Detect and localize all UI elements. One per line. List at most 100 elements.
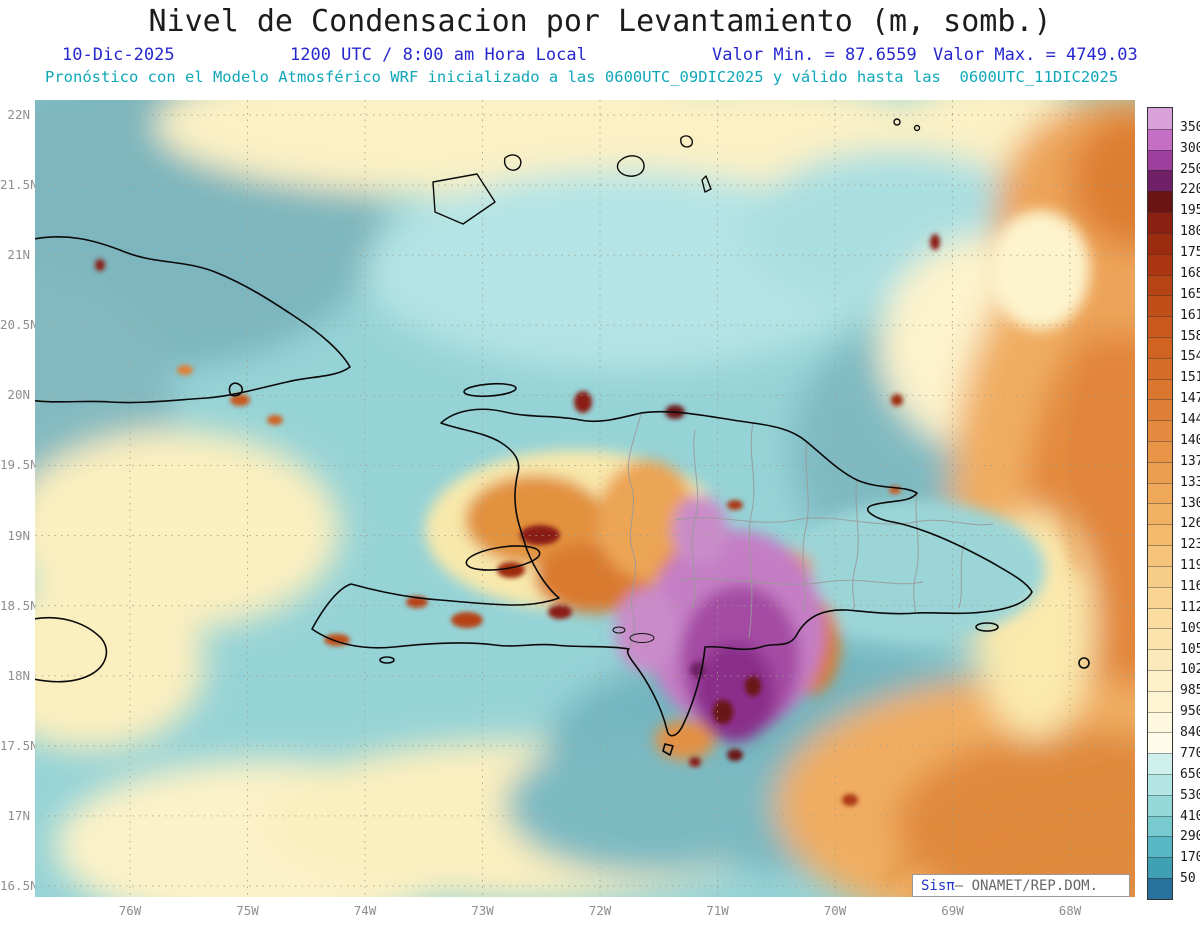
- colorbar-segment: [1148, 857, 1172, 879]
- colorbar-segment: [1148, 357, 1172, 379]
- lon-tick-label: 69W: [941, 903, 964, 918]
- grand-turk: [701, 175, 712, 193]
- colorbar-segment: [1148, 316, 1172, 337]
- colorbar-tick-label: 1475: [1180, 391, 1200, 407]
- colorbar-tick-label: 1370: [1180, 453, 1200, 469]
- coastline-hispaniola: [311, 408, 1033, 737]
- colorbar-tick-label: 1750: [1180, 245, 1200, 261]
- mona-island: [1078, 657, 1090, 669]
- lat-tick-label: 18.5N: [0, 597, 38, 613]
- colorbar-segment: [1148, 607, 1172, 629]
- colorbar-tick-label: 3500: [1180, 119, 1200, 135]
- lon-tick-label: 71W: [706, 903, 729, 918]
- colorbar-tick-label: 1335: [1180, 474, 1200, 490]
- valid-time: 1200 UTC / 8:00 am Hora Local: [290, 45, 587, 65]
- colorbar-tick-label: 1300: [1180, 495, 1200, 511]
- colorbar-segment: [1148, 191, 1172, 213]
- coastlines: [35, 235, 1090, 756]
- colorbar-tick-label: 1195: [1180, 558, 1200, 574]
- saona-island: [975, 622, 999, 632]
- colorbar-segment: [1148, 482, 1172, 504]
- colorbar-segment: [1148, 794, 1172, 816]
- colorbar-segment: [1148, 128, 1172, 150]
- lakes: [612, 626, 655, 643]
- gonave-island: [465, 545, 541, 571]
- colorbar-tick-label: 650: [1180, 766, 1200, 782]
- colorbar-tick-label: 1405: [1180, 432, 1200, 448]
- colorbar-tick-label: 3000: [1180, 140, 1200, 156]
- colorbar-tick-label: 50: [1180, 871, 1196, 887]
- colorbar-tick-label: 1800: [1180, 224, 1200, 240]
- lat-tick-label: 21.5N: [0, 177, 38, 193]
- admin-borders: [627, 412, 994, 650]
- lon-tick-label: 75W: [236, 903, 259, 918]
- tortuga-island: [463, 382, 517, 398]
- colorbar-tick-label: 1615: [1180, 307, 1200, 323]
- lon-tick-label: 73W: [471, 903, 494, 918]
- colorbar-tick-label: 1160: [1180, 578, 1200, 594]
- little-inagua: [503, 154, 522, 171]
- value-min-label: Valor Min. = 87.6559: [712, 45, 917, 65]
- watermark: Sisπ – ONAMET/REP.DOM.: [912, 874, 1130, 897]
- valid-date: 10-Dic-2025: [62, 45, 175, 65]
- model-info-line: Pronóstico con el Modelo Atmosférico WRF…: [45, 68, 1119, 86]
- colorbar-tick-label: 840: [1180, 725, 1200, 741]
- caicos-cay: [680, 135, 694, 148]
- colorbar-tick-label: 1125: [1180, 599, 1200, 615]
- caicos-islands: [616, 155, 645, 177]
- colorbar-tick-label: 1440: [1180, 412, 1200, 428]
- lon-tick-label: 72W: [588, 903, 612, 918]
- lat-tick-label: 21N: [7, 247, 30, 263]
- border-haiti-dr: [627, 412, 642, 650]
- colorbar-tick-label: 1230: [1180, 537, 1200, 553]
- colorbar-segment: [1148, 878, 1172, 899]
- colorbar-segment: [1148, 586, 1172, 608]
- colorbar-tick-label: 1510: [1180, 370, 1200, 386]
- coastline-cuba: [35, 235, 351, 404]
- colorbar-segment: [1148, 732, 1172, 754]
- colorbar-segment: [1148, 649, 1172, 670]
- colorbar-tick-label: 170: [1180, 850, 1200, 866]
- colorbar-tick-label: 950: [1180, 704, 1200, 720]
- colorbar-segment: [1148, 815, 1172, 837]
- guantanamo-bay: [228, 382, 244, 397]
- colorbar-segment: [1148, 690, 1172, 712]
- colorbar-tick-label: 1090: [1180, 620, 1200, 636]
- colorbar-segment: [1148, 774, 1172, 795]
- colorbar-segment: [1148, 628, 1172, 650]
- small-islands: [432, 118, 921, 225]
- great-inagua: [432, 173, 496, 225]
- lat-tick-label: 20.5N: [0, 317, 38, 333]
- colorbar-segment: [1148, 669, 1172, 691]
- shading-soft-layer: [35, 100, 1135, 897]
- colorbar-segment: [1148, 420, 1172, 441]
- colorbar-tick-label: 1265: [1180, 516, 1200, 532]
- lat-tick-label: 19N: [7, 527, 30, 543]
- colorbar-segment: [1148, 212, 1172, 233]
- colorbar: [1147, 107, 1173, 900]
- shading-spot-layer: [95, 234, 940, 806]
- colorbar-segment: [1148, 232, 1172, 254]
- colorbar-segment: [1148, 524, 1172, 546]
- colorbar-segment: [1148, 108, 1172, 129]
- lon-tick-label: 70W: [823, 903, 847, 918]
- lat-tick-label: 22N: [7, 107, 30, 122]
- colorbar-tick-label: 1685: [1180, 265, 1200, 281]
- etang-saumatre: [612, 626, 626, 634]
- lon-tick-label: 74W: [353, 903, 377, 918]
- colorbar-tick-label: 530: [1180, 787, 1200, 803]
- colorbar-tick-label: 410: [1180, 808, 1200, 824]
- colorbar-segment: [1148, 503, 1172, 525]
- colorbar-tick-label: 1055: [1180, 641, 1200, 657]
- colorbar-segment: [1148, 711, 1172, 733]
- colorbar-segment: [1148, 753, 1172, 774]
- colorbar-segment: [1148, 378, 1172, 400]
- colorbar-tick-label: 2500: [1180, 161, 1200, 177]
- lat-tick-label: 20N: [7, 387, 30, 403]
- watermark-brand: Sisπ: [921, 877, 955, 894]
- colorbar-segment: [1148, 295, 1172, 317]
- beata-island: [662, 743, 674, 756]
- colorbar-segment: [1148, 274, 1172, 296]
- colorbar-segment: [1148, 149, 1172, 171]
- colorbar-tick-label: 1545: [1180, 349, 1200, 365]
